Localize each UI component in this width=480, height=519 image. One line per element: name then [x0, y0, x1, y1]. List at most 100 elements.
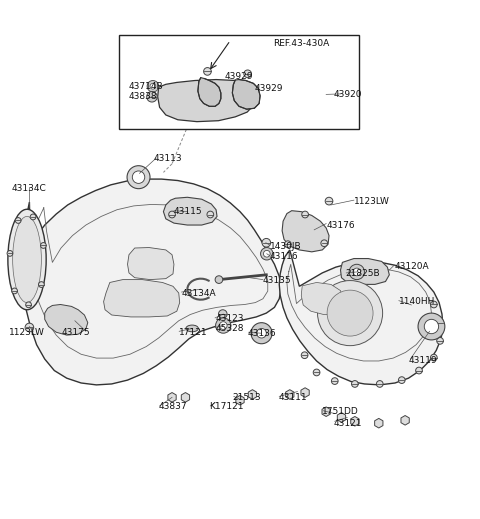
- Circle shape: [251, 323, 272, 344]
- Bar: [120, 35, 359, 129]
- Circle shape: [376, 380, 383, 387]
- Circle shape: [437, 337, 444, 344]
- Text: 43121: 43121: [334, 419, 362, 428]
- Circle shape: [285, 241, 291, 248]
- Polygon shape: [168, 392, 176, 402]
- Circle shape: [416, 367, 422, 374]
- Ellipse shape: [12, 216, 41, 303]
- Circle shape: [398, 377, 405, 384]
- Circle shape: [40, 242, 46, 248]
- Polygon shape: [375, 418, 383, 428]
- Circle shape: [132, 171, 145, 183]
- Polygon shape: [22, 179, 281, 385]
- Text: 21513: 21513: [232, 393, 261, 402]
- Circle shape: [313, 369, 320, 376]
- Circle shape: [168, 211, 175, 218]
- Circle shape: [127, 166, 150, 189]
- Polygon shape: [401, 416, 409, 425]
- Text: 1123LW: 1123LW: [354, 197, 390, 206]
- Circle shape: [30, 214, 36, 220]
- Text: 43120A: 43120A: [394, 262, 429, 271]
- Text: 43135: 43135: [263, 276, 291, 285]
- Text: 43116: 43116: [270, 252, 298, 261]
- Ellipse shape: [186, 325, 198, 332]
- Polygon shape: [322, 407, 330, 416]
- Text: 43119: 43119: [408, 356, 437, 364]
- Circle shape: [349, 264, 364, 280]
- Circle shape: [244, 70, 252, 78]
- Circle shape: [318, 281, 383, 346]
- Polygon shape: [163, 197, 217, 225]
- Circle shape: [207, 211, 214, 218]
- Circle shape: [147, 91, 157, 102]
- Circle shape: [353, 268, 360, 276]
- Text: 43175: 43175: [62, 328, 91, 337]
- Circle shape: [264, 250, 270, 257]
- Text: 43111: 43111: [278, 393, 307, 402]
- Polygon shape: [198, 78, 221, 106]
- Text: 43115: 43115: [174, 207, 203, 216]
- Polygon shape: [301, 388, 309, 398]
- Circle shape: [351, 380, 358, 387]
- Polygon shape: [286, 390, 294, 399]
- Circle shape: [12, 288, 17, 294]
- Polygon shape: [181, 392, 190, 402]
- Circle shape: [147, 80, 158, 92]
- Text: 43929: 43929: [254, 84, 283, 93]
- Text: 21825B: 21825B: [345, 269, 380, 278]
- Circle shape: [327, 290, 373, 336]
- Circle shape: [431, 301, 437, 308]
- Text: 43920: 43920: [333, 90, 362, 99]
- Circle shape: [15, 217, 21, 223]
- Polygon shape: [351, 416, 359, 426]
- Polygon shape: [104, 280, 180, 317]
- Circle shape: [150, 84, 156, 89]
- Polygon shape: [128, 248, 174, 280]
- Text: 43113: 43113: [154, 154, 182, 162]
- Text: 1140HH: 1140HH: [399, 297, 435, 306]
- Circle shape: [431, 354, 437, 361]
- Circle shape: [257, 329, 266, 338]
- Polygon shape: [157, 79, 255, 121]
- Circle shape: [437, 319, 444, 326]
- Polygon shape: [282, 211, 329, 252]
- Circle shape: [38, 282, 44, 288]
- Text: 43123: 43123: [215, 315, 244, 323]
- Text: 43176: 43176: [326, 221, 355, 229]
- Text: 1123LW: 1123LW: [9, 328, 45, 337]
- Text: 43838: 43838: [129, 92, 157, 101]
- Circle shape: [262, 238, 271, 247]
- Polygon shape: [236, 395, 244, 405]
- Text: 43714B: 43714B: [129, 82, 164, 91]
- Circle shape: [215, 276, 223, 283]
- Circle shape: [424, 319, 439, 334]
- Text: 43134C: 43134C: [11, 184, 46, 193]
- Circle shape: [302, 211, 309, 218]
- Text: 17121: 17121: [179, 328, 207, 337]
- Circle shape: [26, 302, 31, 308]
- Text: 43136: 43136: [248, 329, 276, 338]
- Text: 1751DD: 1751DD: [323, 407, 359, 416]
- Circle shape: [204, 67, 211, 75]
- Polygon shape: [279, 250, 443, 385]
- Text: 43837: 43837: [158, 402, 187, 412]
- Polygon shape: [301, 282, 343, 315]
- Circle shape: [418, 313, 445, 340]
- Polygon shape: [232, 79, 260, 109]
- Text: 43929: 43929: [225, 72, 253, 81]
- Circle shape: [331, 378, 338, 385]
- Text: REF.43-430A: REF.43-430A: [274, 39, 330, 48]
- Polygon shape: [248, 390, 257, 399]
- Circle shape: [321, 240, 327, 247]
- Ellipse shape: [8, 209, 46, 310]
- Text: 43134A: 43134A: [181, 289, 216, 297]
- Text: 45328: 45328: [215, 324, 244, 333]
- Text: 1430JB: 1430JB: [270, 242, 301, 251]
- Polygon shape: [45, 305, 88, 335]
- Circle shape: [301, 352, 308, 359]
- Circle shape: [7, 251, 13, 256]
- Circle shape: [218, 310, 227, 318]
- Circle shape: [261, 248, 273, 260]
- Circle shape: [219, 322, 227, 330]
- Polygon shape: [337, 413, 346, 422]
